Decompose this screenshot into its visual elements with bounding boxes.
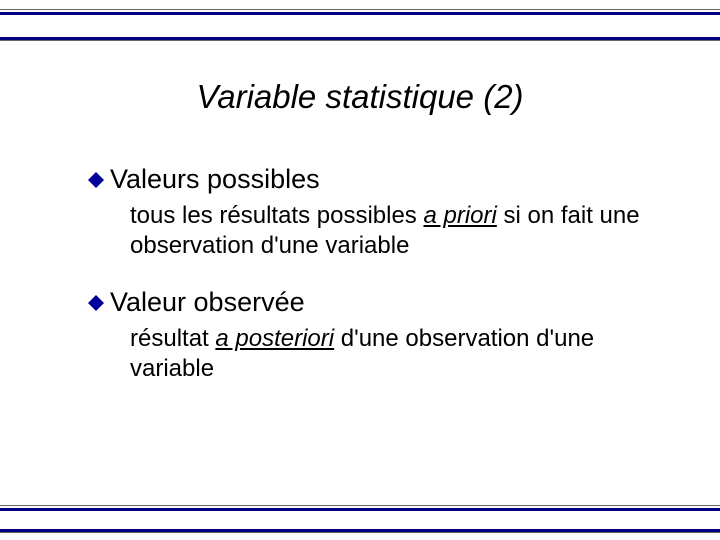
- bullet-label: Valeur observée: [110, 287, 305, 318]
- diamond-bullet-icon: [88, 295, 104, 311]
- diamond-bullet-icon: [88, 172, 104, 188]
- content-area: Valeurs possibles tous les résultats pos…: [88, 158, 660, 410]
- top-rule-band: [0, 12, 720, 40]
- bullet-item: Valeurs possibles: [88, 164, 660, 195]
- bullet-label: Valeurs possibles: [110, 164, 320, 195]
- body-text-pre: tous les résultats possibles: [130, 202, 423, 229]
- bullet-item: Valeur observée: [88, 287, 660, 318]
- body-text-pre: résultat: [130, 325, 215, 352]
- slide-title: Variable statistique (2): [0, 78, 720, 116]
- bullet-body: tous les résultats possibles a priori si…: [130, 201, 660, 261]
- bottom-rule-band: [0, 508, 720, 532]
- body-text-em: a posteriori: [215, 325, 334, 352]
- bullet-body: résultat a posteriori d'une observation …: [130, 324, 660, 384]
- body-text-em: a priori: [423, 202, 496, 229]
